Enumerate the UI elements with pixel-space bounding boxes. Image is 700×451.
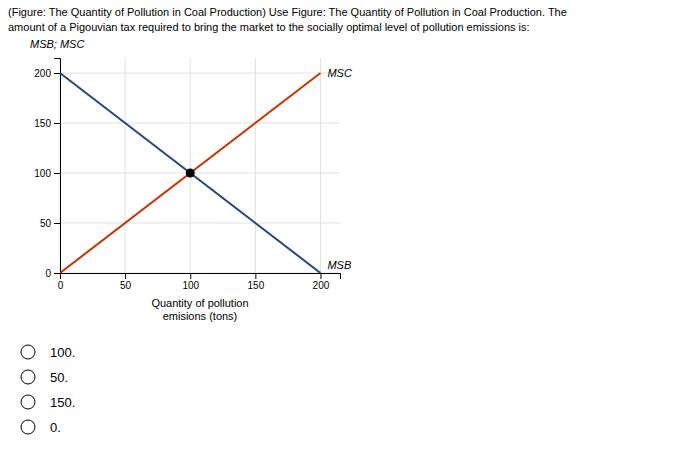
- x-axis-title-line: emisions (tons): [163, 310, 238, 322]
- x-grid-line: [190, 58, 191, 273]
- choice-label: 50.: [50, 370, 68, 385]
- x-tick-label: 200: [313, 280, 330, 291]
- y-tick-mark: [54, 73, 60, 74]
- x-axis: 0 50 100 150 200: [58, 273, 341, 291]
- y-tick-mark: [54, 273, 60, 274]
- choice-radio: [21, 420, 35, 434]
- line-label: MSB: [327, 259, 351, 271]
- subtitle: amount of a Pigouvian tax required to br…: [8, 21, 530, 33]
- x-tick-mark: [320, 273, 321, 279]
- x-tick: 150: [248, 273, 265, 291]
- x-axis-title-line: Quantity of pollution: [151, 297, 248, 309]
- x-tick: 0: [58, 273, 64, 291]
- x-tick-mark: [190, 273, 191, 279]
- x-tick: 200: [313, 273, 330, 291]
- x-tick-label: 0: [58, 280, 64, 291]
- plot: 0 50 100 150 200 0 50 100 150 200 MSB MSC MSB; MSC Qu…: [30, 38, 352, 322]
- choice-label: 0.: [50, 420, 61, 435]
- choice-radio: [21, 370, 35, 384]
- y-axis: 0 50 100 150 200: [34, 59, 60, 279]
- y-tick-mark: [54, 173, 60, 174]
- x-tick: 100: [182, 273, 199, 291]
- y-grid-line: [60, 123, 340, 124]
- y-tick-mark: [54, 223, 60, 224]
- y-tick: 0: [45, 268, 60, 279]
- y-grid-line: [60, 73, 340, 74]
- y-grid-line: [60, 173, 340, 174]
- y-tick-mark: [54, 123, 60, 124]
- line-labels: MSB MSC: [327, 67, 352, 271]
- x-grid-line: [255, 58, 256, 273]
- line: [60, 73, 320, 273]
- y-tick-label: 200: [34, 68, 51, 79]
- chart-svg: (Figure: The Quantity of Pollution in Co…: [0, 0, 700, 451]
- y-tick-label: 150: [34, 118, 51, 129]
- y-tick-label: 100: [34, 168, 51, 179]
- choice-radio: [21, 395, 35, 409]
- y-tick: 100: [34, 168, 60, 179]
- y-tick-label: 0: [45, 268, 51, 279]
- x-axis-title: Quantity of pollutionemisions (tons): [151, 297, 248, 322]
- y-tick: 150: [34, 118, 60, 129]
- choice-radio: [21, 345, 35, 359]
- x-tick: 50: [120, 273, 132, 291]
- x-tick-label: 100: [182, 280, 199, 291]
- x-grid-line: [320, 58, 321, 273]
- grid: [60, 58, 340, 273]
- choice-label: 100.: [50, 345, 75, 360]
- point: [186, 169, 195, 178]
- marks: [60, 73, 320, 273]
- y-grid-line: [60, 223, 340, 224]
- x-tick-mark: [125, 273, 126, 279]
- chart-container: (Figure: The Quantity of Pollution in Co…: [0, 0, 700, 451]
- line-label: MSC: [327, 67, 352, 79]
- choices: 100. 50. 150. 0.: [21, 345, 75, 435]
- y-tick: 200: [34, 68, 60, 79]
- x-axis-line: [61, 274, 341, 280]
- y-axis-line: [54, 59, 61, 274]
- title: (Figure: The Quantity of Pollution in Co…: [8, 6, 567, 18]
- x-tick-mark: [255, 273, 256, 279]
- y-tick: 50: [40, 218, 60, 229]
- x-tick-label: 50: [120, 280, 132, 291]
- y-axis-title: MSB; MSC: [30, 38, 84, 50]
- choice-label: 150.: [50, 395, 75, 410]
- y-tick-label: 50: [40, 218, 52, 229]
- line: [60, 73, 320, 273]
- x-tick-label: 150: [248, 280, 265, 291]
- x-grid-line: [125, 58, 126, 273]
